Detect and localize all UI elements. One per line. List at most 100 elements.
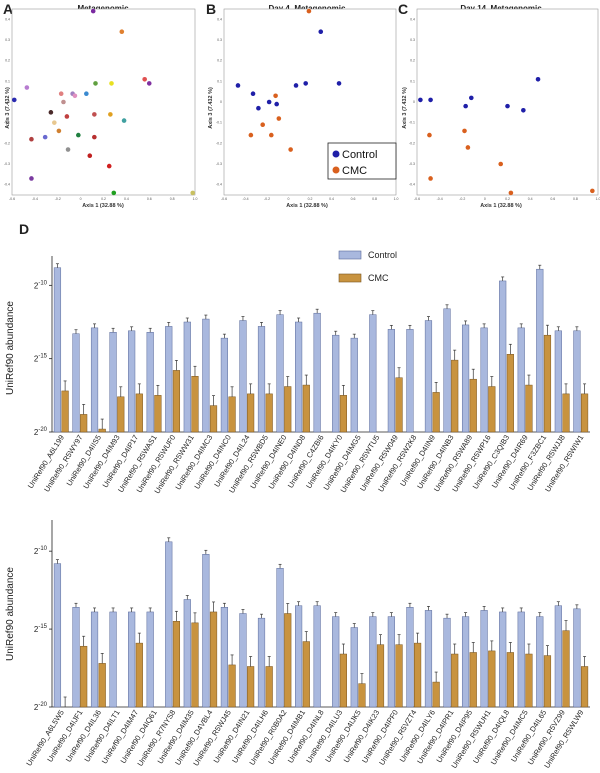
control-bar — [313, 312, 321, 433]
cmc-bar — [191, 622, 199, 708]
scatter-y-tick-label: 0 — [220, 100, 222, 104]
cmc-bar — [135, 642, 143, 708]
legend-cmc-label: CMC — [342, 165, 367, 177]
bar-y-tick-label: 2-20 — [34, 702, 48, 712]
bar-y-tick-label: 2-15 — [34, 624, 48, 634]
scatter-x-tick-label: 0 — [288, 197, 290, 201]
scatter-frame — [416, 8, 599, 196]
cmc-bar — [80, 645, 88, 708]
cmc-bar — [284, 386, 292, 433]
control-bar — [109, 332, 117, 433]
scatter-y-tick-label: -0.3 — [4, 162, 10, 166]
scatter-point — [72, 93, 78, 99]
control-bar — [332, 616, 340, 708]
scatter-y-tick-label: 0.4 — [5, 17, 10, 21]
panel-a-plot: -0.6 -0.4 -0.2 0 0.2 0.4 0.6 0.8 1.0 0.4 0.3 0.2 0.1… — [4, 8, 197, 201]
scatter-point — [498, 161, 504, 167]
scatter-y-tick-label: -0.2 — [4, 141, 10, 145]
scatter-x-tick-label: 0.6 — [147, 197, 152, 201]
scatter-point — [465, 145, 471, 150]
control-bar — [257, 617, 266, 708]
scatter-y-tick-label: 0 — [8, 100, 10, 104]
bar-legend: Control CMC — [338, 250, 397, 283]
control-bar — [406, 329, 414, 433]
scatter-x-tick-label: -0.2 — [264, 197, 270, 201]
cmc-bar — [488, 386, 496, 433]
scatter-point — [65, 147, 71, 152]
scatter-y-tick-label: 0.3 — [5, 38, 10, 42]
scatter-point — [142, 76, 147, 82]
panel-a-letter: A — [3, 1, 13, 17]
scatter-x-tick-label: -0.2 — [459, 197, 465, 201]
bar-y-tick-label: 2-10 — [34, 546, 48, 556]
scatter-point — [521, 107, 526, 113]
scatter-y-tick-label: -0.3 — [216, 162, 222, 166]
scatter-point — [463, 103, 468, 109]
scatter-point — [64, 114, 70, 119]
control-bar — [53, 267, 62, 433]
cmc-bar — [302, 384, 310, 433]
scatter-x-tick-label: -0.4 — [242, 197, 248, 201]
scatter-y-tick-label: -0.3 — [409, 162, 415, 166]
scatter-x-tick-label: 0.8 — [372, 197, 377, 201]
control-bar — [536, 268, 544, 433]
scatter-point — [109, 81, 114, 86]
scatter-y-tick-label: 0.4 — [410, 17, 415, 21]
cmc-bar — [154, 395, 162, 433]
cmc-bar — [61, 390, 69, 433]
scatter-y-tick-label: 0.2 — [410, 59, 415, 63]
cmc-bar — [228, 664, 236, 708]
scatter-point — [318, 29, 324, 35]
cmc-bar — [302, 641, 310, 708]
panel-b-ylabel: Axis 3 (7.432 %) — [208, 87, 214, 129]
control-bar — [480, 327, 488, 433]
control-bar — [295, 321, 303, 433]
cmc-bar — [469, 652, 477, 708]
control-bar — [406, 607, 414, 708]
scatter-point — [535, 76, 541, 82]
cmc-bar — [135, 393, 143, 433]
control-bar — [536, 616, 544, 708]
scatter-y-tick-label: 0.3 — [217, 38, 222, 42]
control-bar — [499, 611, 507, 708]
scatter-x-tick-label: 0.4 — [528, 197, 533, 201]
scatter-point — [29, 136, 34, 142]
cmc-bar — [414, 642, 422, 708]
scatter-point — [119, 29, 125, 35]
control-bar — [109, 611, 117, 708]
scatter-point — [303, 81, 309, 86]
scatter-point — [306, 8, 312, 14]
control-bar — [369, 616, 377, 708]
scatter-point — [590, 188, 595, 194]
cmc-bar — [247, 393, 255, 433]
control-bar — [461, 324, 470, 433]
scatter-x-tick-label: 0.8 — [170, 197, 175, 201]
control-bar — [424, 320, 433, 433]
scatter-point — [418, 97, 423, 103]
scatter-point — [428, 176, 433, 181]
scatter-point — [428, 97, 433, 103]
legend-cmc-dot — [332, 166, 340, 174]
scatter-x-tick-label: 0.6 — [550, 197, 555, 201]
scatter-point — [260, 122, 266, 128]
control-bar — [517, 327, 525, 433]
scatter-point — [288, 147, 293, 152]
control-bar — [146, 611, 154, 708]
control-bar — [239, 320, 247, 433]
cmc-bar — [339, 653, 347, 708]
control-bar — [128, 330, 136, 433]
scatter-x-tick-label: 1.0 — [596, 197, 600, 201]
scatter-point — [61, 99, 66, 105]
cmc-bar — [98, 663, 106, 708]
scatter-point — [52, 120, 57, 125]
scatter-x-tick-label: 0 — [80, 197, 82, 201]
control-bar — [220, 607, 228, 708]
scatter-y-tick-label: -0.1 — [4, 121, 10, 125]
panel-b-letter: B — [206, 1, 216, 17]
cmc-bar — [209, 611, 218, 708]
scatter-y-tick-label: -0.1 — [216, 121, 222, 125]
scatter-point — [29, 176, 34, 181]
control-bar — [387, 329, 395, 433]
control-bar — [202, 554, 210, 708]
scatter-point — [11, 97, 17, 103]
